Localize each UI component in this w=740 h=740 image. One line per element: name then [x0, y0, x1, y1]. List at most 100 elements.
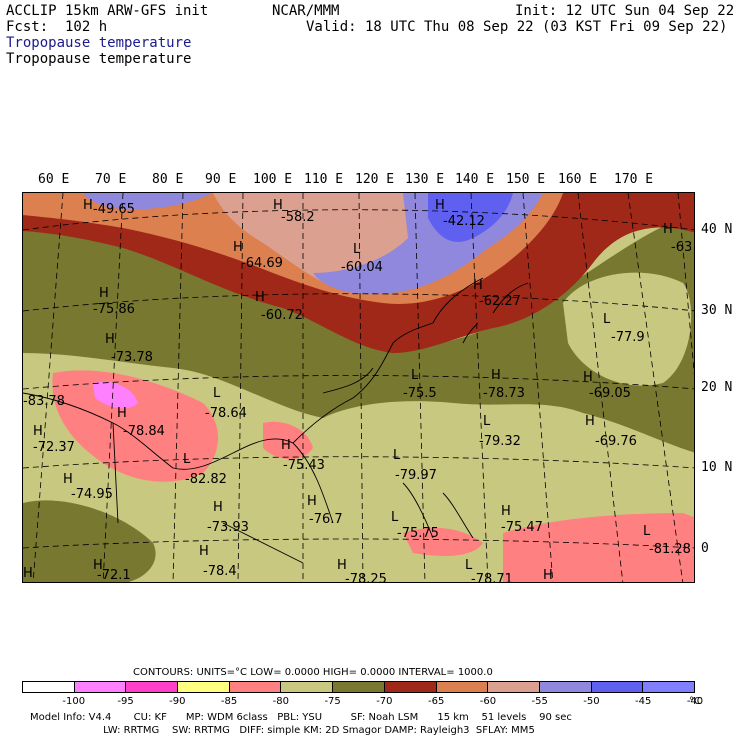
color-bar-tick: -50 — [583, 696, 600, 707]
map-label-L: L — [353, 242, 361, 257]
map-value: -74.95 — [71, 487, 113, 502]
map-label-H: H — [585, 414, 595, 429]
color-bar — [22, 681, 695, 693]
model-info-line1: Model Info: V4.4 CU: KF MP: WDM 6class P… — [30, 712, 572, 723]
map-value: -69.76 — [595, 434, 637, 449]
map-value: -75.86 — [93, 302, 135, 317]
map-value: -69.05 — [589, 386, 631, 401]
contours-info: CONTOURS: UNITS=°C LOW= 0.0000 HIGH= 0.0… — [133, 667, 493, 678]
lon-label: 170 E — [614, 172, 654, 187]
color-bar-tick: -70 — [376, 696, 393, 707]
coastlines — [23, 277, 529, 564]
color-bar-cell — [488, 682, 540, 692]
map-label-H: H — [63, 472, 73, 487]
band-lavender-west — [83, 193, 213, 210]
map-label-H: H — [213, 500, 223, 515]
map-value: -78.64 — [205, 406, 247, 421]
map-value: -78.4 — [203, 564, 237, 579]
model-title: ACCLIP 15km ARW-GFS init — [6, 3, 209, 19]
color-bar-cell — [539, 682, 592, 692]
map-value: -64.69 — [241, 256, 283, 271]
color-bar-unit: °C — [689, 696, 701, 707]
map-label-H: H — [337, 558, 347, 573]
map-label-L: L — [391, 510, 399, 525]
map-label-H: H — [105, 332, 115, 347]
map-label-H: H — [99, 286, 109, 301]
map-label-H: H — [255, 290, 265, 305]
band-dark-olive-south — [23, 500, 156, 582]
map-label-H: H — [543, 568, 553, 583]
lon-label: 70 E — [95, 172, 127, 187]
map-value: -79.97 — [395, 468, 437, 483]
lon-label: 60 E — [38, 172, 70, 187]
map-value: -79.32 — [479, 434, 521, 449]
map-value: -60.04 — [341, 260, 383, 275]
map-label-H: H — [281, 438, 291, 453]
color-bar-tick: -65 — [427, 696, 445, 707]
map-value: -73.93 — [207, 520, 249, 535]
color-bar-tick: -40 — [686, 696, 704, 707]
lon-label: 120 E — [355, 172, 395, 187]
map-label-L: L — [393, 448, 401, 463]
lon-label: 140 E — [455, 172, 495, 187]
map-value: -78.25 — [345, 572, 387, 583]
map-value: -78.84 — [123, 424, 165, 439]
center-label: NCAR/MMM — [272, 3, 340, 19]
band-blue — [428, 193, 513, 242]
map-value: -75.75 — [397, 526, 439, 541]
lat-label: 10 N — [701, 460, 733, 475]
lon-label: 100 E — [253, 172, 293, 187]
color-bar-tick: -75 — [324, 696, 341, 707]
band-red-philippines — [403, 527, 483, 556]
tropopause-temperature-map: H -49.65 H -58.2 H -42.12 H -63 H -64.69… — [22, 192, 695, 583]
map-value: -77.9 — [611, 330, 645, 345]
color-bar-cell — [126, 682, 179, 692]
map-label-L: L — [603, 312, 611, 327]
map-canvas: H -49.65 H -58.2 H -42.12 H -63 H -64.69… — [23, 193, 694, 583]
map-value: -60.72 — [261, 308, 303, 323]
map-label-H: H — [83, 198, 93, 213]
map-value: -75.5 — [403, 386, 437, 401]
lon-label: 110 E — [304, 172, 344, 187]
init-time: Init: 12 UTC Sun 04 Sep 22 — [515, 3, 735, 19]
map-label-H: H — [273, 198, 283, 213]
map-label-H: H — [491, 368, 501, 383]
color-bar-tick: -45 — [635, 696, 652, 707]
map-label-H: H — [199, 544, 209, 559]
lon-label: 80 E — [152, 172, 184, 187]
map-label-H: H — [117, 406, 127, 421]
lat-label: 30 N — [701, 303, 733, 318]
map-value: -76.7 — [309, 512, 343, 527]
map-label-H: H — [307, 494, 317, 509]
map-value: -49.65 — [93, 202, 135, 217]
lat-label: 20 N — [701, 380, 733, 395]
color-bar-cell — [436, 682, 489, 692]
color-bar-tick: -100 — [62, 696, 86, 707]
color-bar-tick: -85 — [220, 696, 238, 707]
map-value: -78.73 — [483, 386, 525, 401]
map-label-H: H — [583, 370, 593, 385]
color-bar-cell — [23, 682, 75, 692]
color-bar-cell — [281, 682, 334, 692]
map-value: -75.47 — [501, 520, 543, 535]
map-label-H: H — [473, 278, 483, 293]
lon-label: 150 E — [506, 172, 546, 187]
map-label-H: H — [435, 198, 445, 213]
map-label-H: H — [501, 504, 511, 519]
map-value: -83.78 — [23, 394, 65, 409]
band-magenta-india — [93, 381, 138, 409]
band-red-pacific — [503, 513, 694, 582]
model-info-line2: LW: RRTMG SW: RRTMG DIFF: simple KM: 2D … — [30, 725, 535, 736]
map-label-H: H — [23, 566, 33, 581]
color-bar-cell — [178, 682, 230, 692]
map-label-H: H — [33, 424, 43, 439]
lon-label: 130 E — [405, 172, 445, 187]
color-bar-tick: -55 — [531, 696, 548, 707]
map-value: -42.12 — [443, 214, 485, 229]
color-bar-cell — [384, 682, 437, 692]
map-label-L: L — [411, 368, 419, 383]
map-value: -63 — [671, 240, 692, 255]
map-label-L: L — [183, 452, 191, 467]
lon-label: 160 E — [558, 172, 598, 187]
map-value: -62.27 — [479, 294, 521, 309]
